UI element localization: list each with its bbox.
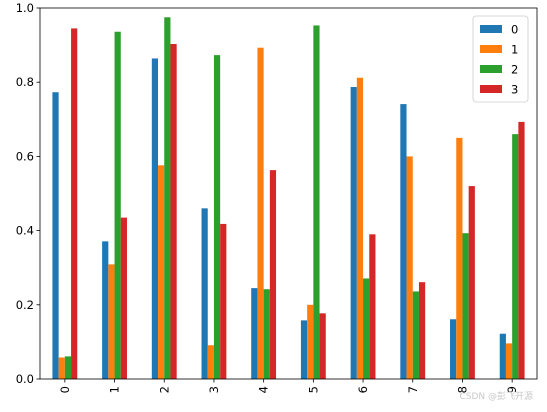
bar-series-1-cat-6 xyxy=(356,77,364,379)
x-tick-label: 6 xyxy=(356,386,370,393)
bar-series-0-cat-9 xyxy=(499,333,506,379)
bar-series-0-cat-2 xyxy=(151,58,159,380)
bar-series-0-cat-8 xyxy=(450,319,457,379)
x-tick-label: 0 xyxy=(58,386,72,393)
y-tick-label: 0.2 xyxy=(16,298,34,312)
bar-series-0-cat-0 xyxy=(52,92,59,379)
x-tick-label: 3 xyxy=(207,386,221,393)
bar-series-1-cat-1 xyxy=(108,264,115,379)
x-tick-label: 7 xyxy=(406,386,420,393)
legend-swatch-3 xyxy=(480,85,502,93)
bar-series-3-cat-3 xyxy=(220,223,227,379)
bar-series-0-cat-3 xyxy=(201,208,208,379)
legend-swatch-1 xyxy=(480,45,502,53)
bar-series-1-cat-5 xyxy=(307,304,314,379)
bar-series-1-cat-0 xyxy=(58,357,65,379)
bar-series-1-cat-7 xyxy=(406,156,413,379)
x-tick-label: 2 xyxy=(157,386,171,393)
legend: 0 1 2 3 xyxy=(472,15,529,103)
bar-series-3-cat-5 xyxy=(319,313,326,379)
watermark: CSDN @彭飞开源 xyxy=(459,392,533,402)
legend-box xyxy=(472,15,529,103)
bar-series-1-cat-9 xyxy=(505,343,513,379)
y-tick-label: 0.0 xyxy=(16,372,34,386)
bar-series-2-cat-1 xyxy=(114,31,121,380)
bar-series-2-cat-7 xyxy=(412,291,419,379)
y-tick-label: 0.8 xyxy=(16,75,34,89)
bar-series-0-cat-4 xyxy=(251,288,258,379)
bar-series-3-cat-8 xyxy=(468,186,475,379)
legend-swatch-2 xyxy=(480,65,502,73)
bar-series-3-cat-1 xyxy=(120,217,127,379)
legend-label-3: 3 xyxy=(511,83,518,97)
bar-series-2-cat-9 xyxy=(512,134,519,379)
bar-series-3-cat-6 xyxy=(369,234,376,379)
bar-series-1-cat-3 xyxy=(207,345,214,379)
bar-series-0-cat-6 xyxy=(350,87,357,380)
bar-series-2-cat-0 xyxy=(64,356,72,379)
bar-series-3-cat-7 xyxy=(418,282,426,379)
legend-label-1: 1 xyxy=(511,43,518,57)
x-tick-label: 5 xyxy=(306,386,320,393)
legend-swatch-0 xyxy=(480,25,502,33)
bar-series-2-cat-4 xyxy=(263,289,270,379)
x-tick-label: 1 xyxy=(108,386,122,393)
bar-series-0-cat-1 xyxy=(102,241,109,379)
bar-series-1-cat-8 xyxy=(456,137,463,379)
bar-series-3-cat-0 xyxy=(71,28,78,379)
bar-series-2-cat-2 xyxy=(164,17,171,380)
legend-label-0: 0 xyxy=(511,23,518,37)
x-tick-label: 4 xyxy=(257,386,271,393)
bar-series-1-cat-4 xyxy=(257,47,264,379)
x-tick-label: 8 xyxy=(455,386,469,393)
bars-layer xyxy=(52,17,525,380)
y-tick-label: 1.0 xyxy=(16,1,34,15)
bar-series-2-cat-3 xyxy=(213,55,221,380)
bar-series-3-cat-2 xyxy=(170,43,177,380)
bar-series-3-cat-9 xyxy=(518,121,525,380)
bar-series-2-cat-8 xyxy=(462,233,469,379)
y-tick-label: 0.4 xyxy=(16,224,34,238)
x-tick-label: 9 xyxy=(505,386,519,393)
plot-frame xyxy=(39,7,538,380)
axes-layer: 0.0 0.2 0.4 0.6 0.8 1.0 0 1 2 3 4 5 6 7 8 9 xyxy=(16,1,538,393)
bar-series-2-cat-6 xyxy=(363,278,370,379)
y-tick-label: 0.6 xyxy=(16,149,34,163)
bar-series-0-cat-7 xyxy=(400,104,407,379)
legend-label-2: 2 xyxy=(511,63,518,77)
bar-series-1-cat-2 xyxy=(158,165,165,379)
bar-series-2-cat-5 xyxy=(313,25,320,379)
bar-series-0-cat-5 xyxy=(300,320,308,379)
bar-series-3-cat-4 xyxy=(269,170,277,379)
